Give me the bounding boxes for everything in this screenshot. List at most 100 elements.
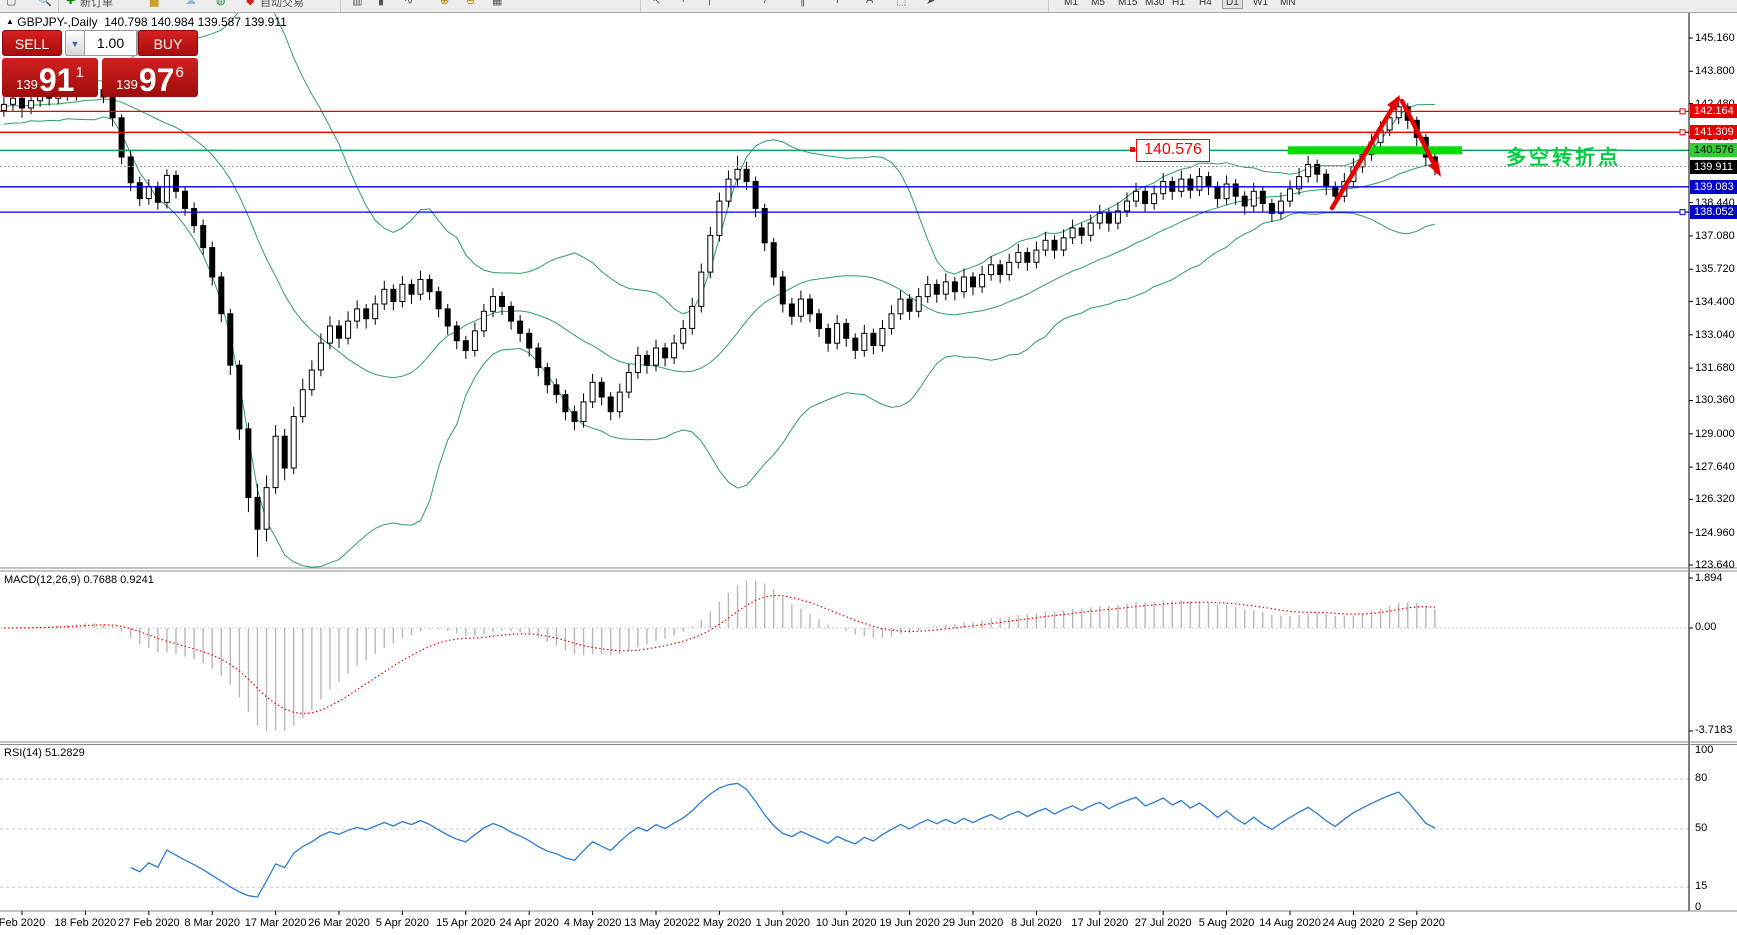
annotation-text-cn[interactable]: 多空转折点 <box>1506 147 1621 169</box>
hline-handle[interactable] <box>1679 129 1686 136</box>
text-icon[interactable]: A <box>866 0 874 6</box>
shapes-icon[interactable]: ⬚ <box>896 0 907 7</box>
rsi-line <box>130 782 1436 898</box>
price-tick: 143.800 <box>1695 65 1735 78</box>
timeframe-button-mn[interactable]: MN <box>1280 0 1296 8</box>
date-tick: 2 Sep 2020 <box>1388 917 1445 929</box>
macd-axis-max: 1.894 <box>1695 572 1723 584</box>
candle-chart-icon[interactable]: ▮ <box>378 0 385 7</box>
date-tick: 24 Apr 2020 <box>499 917 559 929</box>
date-tick: 8 Mar 2020 <box>184 917 241 929</box>
rsi-axis-tick: 15 <box>1695 880 1708 892</box>
sell-price-button[interactable]: 139 91 1 <box>2 58 98 97</box>
macd-signal-line <box>3 594 1435 715</box>
date-tick: 19 Jun 2020 <box>879 917 940 929</box>
date-tick: 27 Jul 2020 <box>1134 917 1192 929</box>
price-callout-handle[interactable] <box>1130 147 1135 152</box>
timeframe-button-m5[interactable]: M5 <box>1091 0 1105 8</box>
macd-axis-zero: 0.00 <box>1695 621 1717 633</box>
bar-chart-icon[interactable]: ▥ <box>352 0 363 7</box>
rsi-axis-tick: 50 <box>1695 822 1708 834</box>
timeframe-button-h1[interactable]: H1 <box>1172 0 1185 8</box>
volume-decrease-button[interactable]: ▼ <box>65 30 85 56</box>
zoom-icon[interactable]: 🔍 <box>38 0 52 7</box>
globe-icon[interactable]: ◍ <box>216 0 226 7</box>
horizontal-line-icon[interactable]: − <box>736 0 743 6</box>
history-icon[interactable]: ▆ <box>150 0 159 7</box>
price-line-label: 138.052 <box>1690 205 1737 220</box>
price-callout-box[interactable]: 140.576 <box>1136 139 1210 162</box>
crosshair-icon[interactable]: + <box>680 0 687 6</box>
price-line-label: 142.164 <box>1690 104 1737 119</box>
candles-layer <box>0 76 1438 557</box>
date-tick: 15 Apr 2020 <box>436 917 496 929</box>
macd-header: MACD(12,26,9) 0.7688 0.9241 <box>4 574 154 586</box>
new-order-icon[interactable]: ✚ <box>66 0 76 7</box>
trendline-icon[interactable]: / <box>764 0 768 6</box>
timeframe-button-w1[interactable]: W1 <box>1253 0 1268 8</box>
zoom-out-icon[interactable]: ⊖ <box>466 0 476 7</box>
buy-price-button[interactable]: 139 97 6 <box>102 58 198 97</box>
vertical-line-icon[interactable]: | <box>708 0 711 6</box>
price-tick: 129.000 <box>1695 427 1735 440</box>
price-tick: 127.640 <box>1695 461 1735 474</box>
date-tick: 13 May 2020 <box>624 917 688 929</box>
tile-windows-icon[interactable]: ▦ <box>492 0 503 7</box>
date-tick: 4 May 2020 <box>563 917 622 929</box>
price-line-label: 139.083 <box>1690 179 1737 194</box>
sell-price-point: 1 <box>75 64 84 81</box>
date-tick: 5 Apr 2020 <box>375 917 429 929</box>
toolbar-separator <box>340 0 341 12</box>
sell-button[interactable]: SELL <box>2 30 62 56</box>
trend-arrow-down[interactable] <box>1399 98 1441 175</box>
date-tick: Feb 2020 <box>0 917 46 929</box>
date-tick: 14 Aug 2020 <box>1259 917 1321 929</box>
macd-axis-min: -3.7183 <box>1695 724 1733 736</box>
price-tick: 133.040 <box>1695 328 1735 341</box>
hline-handle[interactable] <box>1679 209 1686 216</box>
timeframe-button-m1[interactable]: M1 <box>1064 0 1078 8</box>
rsi-axis-tick: 80 <box>1695 772 1708 784</box>
price-tick: 145.160 <box>1695 32 1735 44</box>
date-tick: 29 Jun 2020 <box>942 917 1004 929</box>
timeframe-button-m15[interactable]: M15 <box>1118 0 1138 8</box>
zoom-in-icon[interactable]: ⊕ <box>440 0 450 7</box>
price-tick: 131.680 <box>1695 362 1735 375</box>
toolbar-separator <box>1048 0 1049 12</box>
line-chart-icon[interactable]: ∿ <box>404 0 414 7</box>
price-tick: 126.320 <box>1695 493 1735 506</box>
thick-support-segment[interactable] <box>1288 146 1462 155</box>
date-tick: 27 Feb 2020 <box>117 917 180 929</box>
price-tick: 134.400 <box>1695 295 1735 308</box>
volume-input[interactable]: 1.00 <box>84 30 137 56</box>
timeframe-button-h4[interactable]: H4 <box>1199 0 1212 8</box>
date-tick: 5 Aug 2020 <box>1198 917 1255 929</box>
channel-icon[interactable]: ∥ <box>800 0 806 7</box>
fibonacci-icon[interactable]: F <box>836 0 843 6</box>
price-tick: 123.640 <box>1695 559 1735 572</box>
timeframe-button-m30[interactable]: M30 <box>1145 0 1165 8</box>
buy-price-figure: 139 <box>116 77 138 92</box>
cursor-icon[interactable]: ↖ <box>652 0 662 7</box>
date-tick: 17 Jul 2020 <box>1071 917 1129 929</box>
trend-arrow-up[interactable] <box>1329 96 1401 211</box>
price-tick: 137.080 <box>1695 229 1735 242</box>
price-line-label: 141.309 <box>1690 125 1737 140</box>
cloud-icon[interactable]: ☁ <box>185 0 196 7</box>
window-icon[interactable]: ▢ <box>6 0 17 7</box>
date-tick: 1 Jun 2020 <box>755 917 811 929</box>
auto-trading-label[interactable]: 自动交易 <box>260 0 304 9</box>
arrow-tool-icon[interactable]: ➤ <box>926 0 936 7</box>
autotrade-icon[interactable]: ◆ <box>246 0 255 7</box>
buy-price-point: 6 <box>175 64 184 81</box>
date-tick: 26 Mar 2020 <box>308 917 370 929</box>
sell-price-figure: 139 <box>16 77 38 92</box>
current-price-label: 139.911 <box>1690 159 1737 174</box>
sell-price-pips: 91 <box>38 62 75 98</box>
new-order-label[interactable]: 新订单 <box>80 0 113 9</box>
chart-title: ▲ GBPJPY-,Daily 140.798 140.984 139.587 … <box>6 15 287 29</box>
buy-button[interactable]: BUY <box>138 30 198 56</box>
hline-handle[interactable] <box>1679 108 1686 115</box>
timeframe-button-d1[interactable]: D1 <box>1222 0 1243 9</box>
